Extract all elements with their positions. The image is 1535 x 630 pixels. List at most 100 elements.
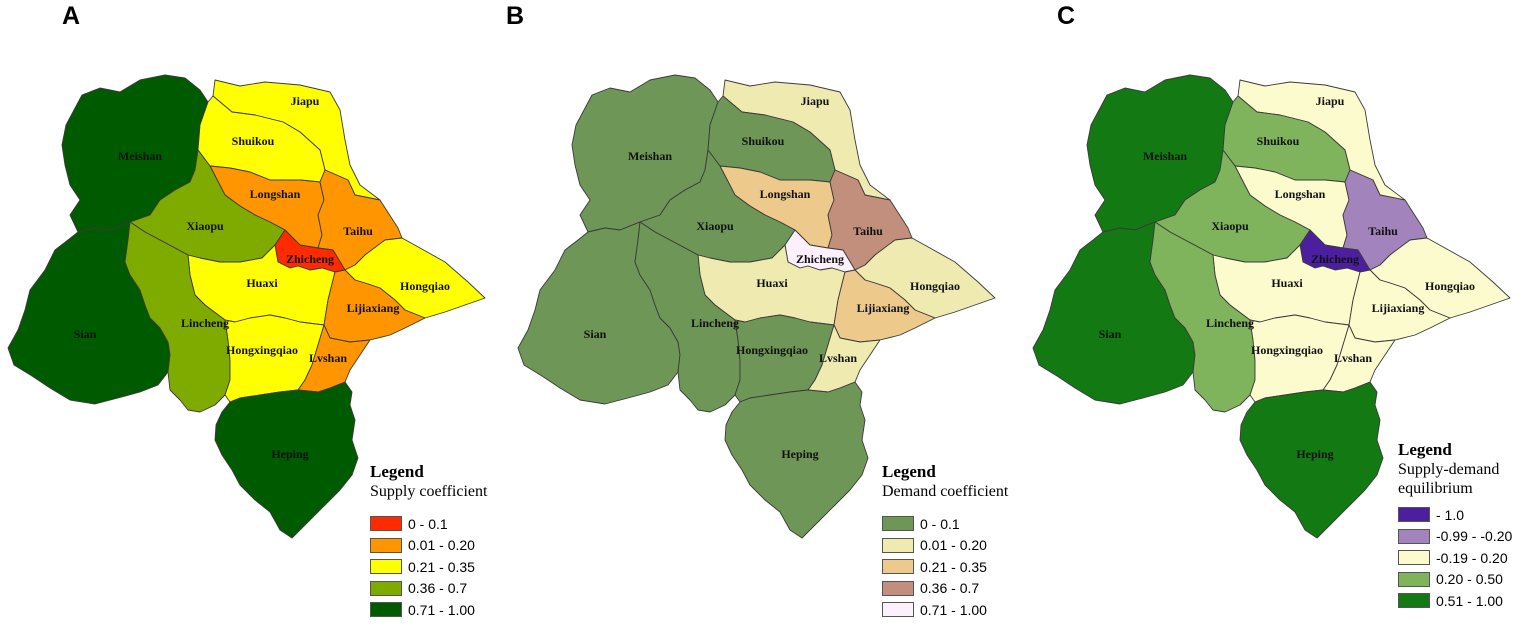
region-label-jiapu: Jiapu — [1316, 94, 1345, 108]
region-label-lincheng: Lincheng — [1206, 316, 1254, 330]
legend-subtitle: Supply-demand equilibrium — [1398, 461, 1500, 497]
panel-letter: A — [62, 2, 81, 30]
legend: Legend Supply coefficient 0 - 0.1 0.01 -… — [370, 462, 487, 621]
region-heping — [214, 381, 359, 539]
region-label-sian: Sian — [1099, 327, 1122, 341]
legend-item: 0.36 - 0.7 — [370, 578, 487, 600]
region-label-jiapu: Jiapu — [801, 94, 830, 108]
legend-swatch — [1398, 550, 1430, 566]
region-label-lincheng: Lincheng — [181, 316, 229, 330]
map-panel-b: B Meishan Jiapu Shuikou Longshan Taihu Xiaopu… — [506, 0, 1020, 630]
region-label-hongxingqiao: Hongxingqiao — [1251, 343, 1323, 357]
region-label-meishan: Meishan — [628, 149, 672, 163]
region-label-zhicheng: Zhicheng — [1311, 252, 1359, 266]
map-a: Meishan Jiapu Shuikou Longshan Taihu Xiaopu Zh… — [7, 74, 486, 539]
legend-swatch — [1398, 593, 1430, 609]
legend-label: 0.71 - 1.00 — [920, 601, 987, 618]
legend-title: Legend — [882, 462, 936, 481]
region-label-longshan: Longshan — [760, 187, 811, 201]
region-label-jiapu: Jiapu — [291, 94, 320, 108]
legend-title: Legend — [1398, 440, 1452, 459]
map-panel-c: C Meishan Jiapu Shuikou Longshan Taihu Xiaopu… — [1025, 0, 1535, 630]
region-label-zhicheng: Zhicheng — [796, 252, 844, 266]
region-label-xiaopu: Xiaopu — [186, 219, 224, 233]
region-label-shuikou: Shuikou — [232, 134, 275, 148]
region-lincheng — [634, 221, 741, 413]
legend-label: 0.20 - 0.50 — [1436, 571, 1503, 588]
legend-label: 0.01 - 0.20 — [408, 537, 475, 554]
legend-label: 0.36 - 0.7 — [920, 580, 980, 597]
region-lincheng — [124, 221, 231, 413]
legend-item: 0.71 - 1.00 — [370, 599, 487, 621]
legend-label: 0.21 - 0.35 — [408, 558, 475, 575]
region-label-shuikou: Shuikou — [742, 134, 785, 148]
legend-item: 0.21 - 0.35 — [882, 556, 1008, 578]
legend-swatch — [1398, 507, 1430, 523]
legend-swatch — [1398, 571, 1430, 587]
legend-item: - 1.0 — [1398, 504, 1535, 526]
region-label-shuikou: Shuikou — [1257, 134, 1300, 148]
region-label-lvshan: Lvshan — [309, 351, 347, 365]
legend-title: Legend — [370, 462, 424, 481]
region-label-sian: Sian — [584, 327, 607, 341]
legend-item: 0.20 - 0.50 — [1398, 569, 1535, 591]
region-label-hongqiao: Hongqiao — [910, 279, 960, 293]
legend-swatch — [882, 516, 914, 532]
legend-item: 0.01 - 0.20 — [370, 535, 487, 557]
region-heping — [724, 381, 869, 539]
legend-swatch — [370, 559, 402, 575]
legend-item: -0.19 - 0.20 — [1398, 547, 1535, 569]
region-label-longshan: Longshan — [250, 187, 301, 201]
legend-item: 0.71 - 1.00 — [882, 599, 1008, 621]
legend: Legend Demand coefficient 0 - 0.1 0.01 -… — [882, 462, 1008, 621]
legend-swatch — [370, 602, 402, 618]
region-label-hongqiao: Hongqiao — [1425, 279, 1475, 293]
legend-label: 0.51 - 1.00 — [1436, 592, 1503, 609]
legend-label: 0.36 - 0.7 — [408, 580, 468, 597]
legend-label: -0.99 - -0.20 — [1436, 528, 1513, 545]
region-label-huaxi: Huaxi — [756, 276, 788, 290]
region-label-hongxingqiao: Hongxingqiao — [736, 343, 808, 357]
legend-label: -0.19 - 0.20 — [1436, 549, 1508, 566]
legend-swatch — [882, 559, 914, 575]
legend-swatch — [1398, 528, 1430, 544]
region-label-lvshan: Lvshan — [1334, 351, 1372, 365]
map-panel-a: A Meishan Jiapu Shuikou Longshan Taihu Xiaopu… — [0, 0, 510, 630]
legend-item: 0 - 0.1 — [370, 513, 487, 535]
region-label-huaxi: Huaxi — [246, 276, 278, 290]
legend-subtitle: Demand coefficient — [882, 483, 1009, 500]
legend-swatch — [882, 580, 914, 596]
region-heping — [1239, 381, 1384, 539]
region-label-lincheng: Lincheng — [691, 316, 739, 330]
legend-label: 0.01 - 0.20 — [920, 537, 987, 554]
legend-label: - 1.0 — [1436, 506, 1465, 523]
legend: Legend Supply-demand equilibrium - 1.0 -… — [1398, 440, 1535, 612]
region-label-xiaopu: Xiaopu — [696, 219, 734, 233]
region-label-taihu: Taihu — [1368, 224, 1398, 238]
legend-label: 0.21 - 0.35 — [920, 558, 987, 575]
region-label-hongxingqiao: Hongxingqiao — [226, 343, 298, 357]
legend-item: 0.51 - 1.00 — [1398, 590, 1535, 612]
legend-item: -0.99 - -0.20 — [1398, 526, 1535, 548]
legend-item: 0 - 0.1 — [882, 513, 1008, 535]
panel-letter: C — [1057, 2, 1076, 30]
legend-item: 0.36 - 0.7 — [882, 578, 1008, 600]
region-label-lijiaxiang: Lijiaxiang — [1372, 301, 1425, 315]
region-label-heping: Heping — [271, 447, 308, 461]
region-label-lvshan: Lvshan — [819, 351, 857, 365]
region-label-longshan: Longshan — [1275, 187, 1326, 201]
region-label-heping: Heping — [1296, 447, 1333, 461]
region-label-meishan: Meishan — [1143, 149, 1187, 163]
legend-subtitle: Supply coefficient — [370, 483, 488, 500]
legend-item: 0.21 - 0.35 — [370, 556, 487, 578]
region-label-lijiaxiang: Lijiaxiang — [857, 301, 910, 315]
legend-label: 0 - 0.1 — [408, 515, 448, 532]
region-label-huaxi: Huaxi — [1271, 276, 1303, 290]
region-label-xiaopu: Xiaopu — [1211, 219, 1249, 233]
region-label-heping: Heping — [781, 447, 818, 461]
region-label-taihu: Taihu — [853, 224, 883, 238]
legend-swatch — [370, 516, 402, 532]
region-label-taihu: Taihu — [343, 224, 373, 238]
map-b: Meishan Jiapu Shuikou Longshan Taihu Xiaopu Zh… — [517, 74, 996, 539]
legend-swatch — [882, 537, 914, 553]
